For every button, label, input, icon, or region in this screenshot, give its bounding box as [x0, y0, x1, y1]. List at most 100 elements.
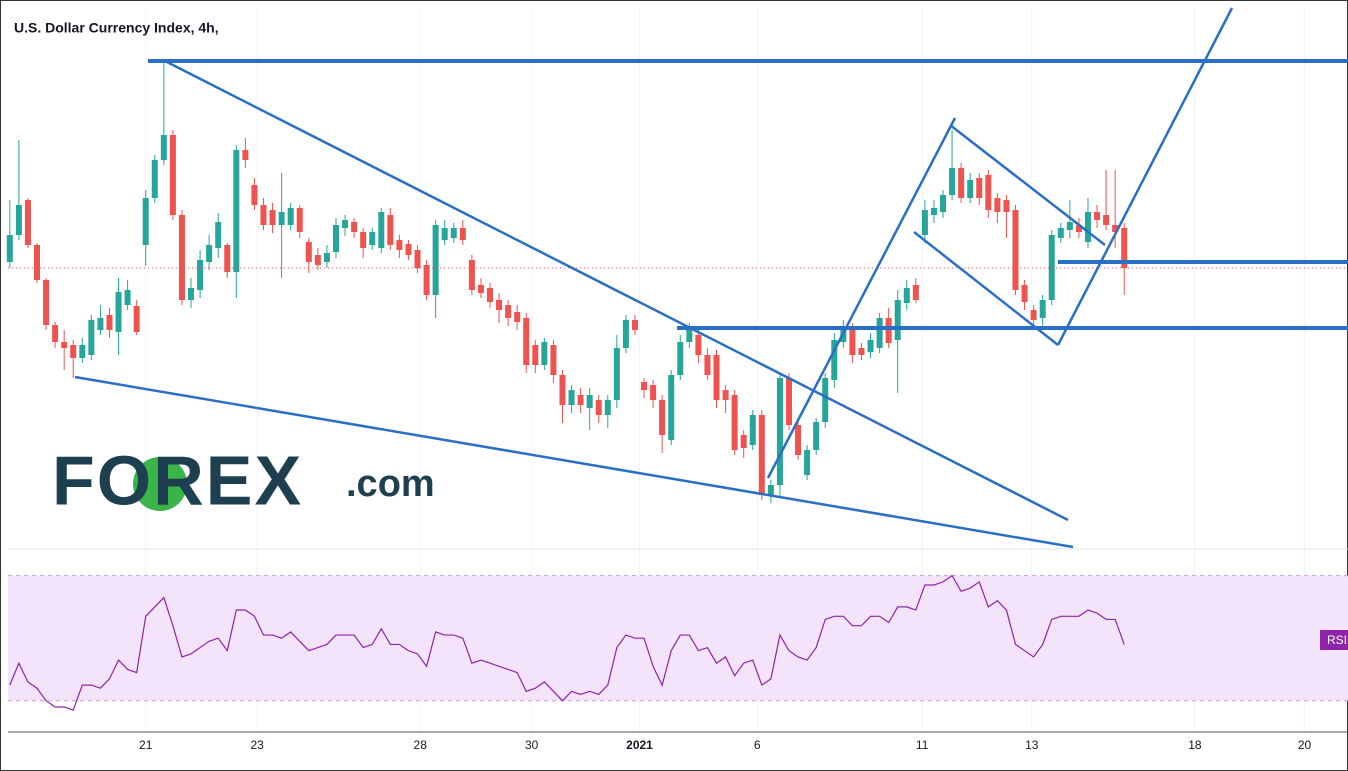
candle-body [387, 215, 394, 245]
rsi-line [9, 574, 1125, 711]
candle-body [178, 215, 185, 300]
candle-body [831, 340, 838, 380]
candle-body [1084, 212, 1091, 242]
candle-body [260, 205, 267, 225]
candle-body [323, 253, 330, 262]
candle-body [224, 245, 231, 272]
x-tick-label: 23 [250, 738, 264, 752]
candle-body [251, 185, 258, 205]
x-tick-label: 30 [525, 738, 539, 752]
candle-body [967, 180, 974, 198]
candle-body [106, 315, 113, 330]
candle-body [1039, 300, 1046, 318]
candle-body [722, 390, 729, 400]
candle-body [414, 250, 421, 268]
candle-body [269, 210, 276, 225]
candle-body [604, 400, 611, 415]
candle-body [622, 320, 629, 348]
channel-line [766, 117, 957, 479]
candle-body [278, 212, 285, 225]
drawings [74, 7, 1348, 549]
candle-body [314, 255, 321, 265]
candle-body [1075, 225, 1082, 232]
candle-body [351, 222, 358, 232]
x-tick-label: 13 [1025, 738, 1039, 752]
candle-body [188, 288, 195, 300]
channel-line [913, 231, 1059, 346]
candle-body [97, 318, 104, 330]
candle-body [994, 198, 1001, 212]
candle-body [360, 232, 367, 248]
candle-body [586, 395, 593, 408]
candle-body [1121, 228, 1128, 268]
candle-body [595, 400, 602, 415]
candle-body [822, 378, 829, 422]
candle-body [169, 135, 176, 215]
candle-body [541, 342, 548, 365]
candle-body [677, 342, 684, 375]
candle-body [33, 245, 40, 280]
candle-body [423, 265, 430, 295]
rsi-label-box [1320, 630, 1348, 650]
candle-body [43, 280, 50, 325]
candle-body [641, 382, 648, 390]
candle-body [704, 355, 711, 375]
rsi-label: RSI [1327, 633, 1347, 647]
x-tick-label: 2021 [626, 738, 653, 752]
candle-body [695, 335, 702, 355]
candle-body [396, 240, 403, 250]
rsi-pane: RSI [8, 574, 1348, 711]
candle-body [713, 355, 720, 400]
candle-body [287, 208, 294, 225]
candle-body [52, 325, 59, 342]
candle-body [477, 285, 484, 293]
candle-body [930, 208, 937, 215]
candle-body [804, 450, 811, 475]
candle-body [142, 198, 149, 245]
candle-body [1103, 215, 1110, 225]
candle-body [894, 300, 901, 340]
candle-body [405, 244, 412, 255]
candle-body [912, 285, 919, 300]
candles [6, 61, 1348, 503]
candle-body [487, 288, 494, 302]
candle-body [867, 340, 874, 352]
candle-body [731, 395, 738, 450]
x-tick-label: 11 [916, 738, 929, 752]
candle-body [523, 318, 530, 365]
candle-body [1048, 235, 1055, 300]
candle-body [296, 208, 303, 232]
candle-body [88, 320, 95, 355]
candle-body [233, 150, 240, 272]
candle-body [305, 242, 312, 262]
channel-line [1056, 7, 1234, 346]
candle-body [441, 228, 448, 240]
candle-body [650, 385, 657, 400]
candle-body [958, 168, 965, 198]
candle-body [858, 348, 865, 355]
candle-body [15, 205, 22, 235]
candle-body [124, 290, 131, 305]
x-tick-label: 20 [1298, 738, 1312, 752]
candle-body [332, 225, 339, 252]
logo-circle [133, 457, 187, 511]
candle-body [206, 245, 213, 262]
candle-body [6, 235, 13, 262]
candle-body [70, 345, 77, 358]
candle-body [342, 220, 349, 228]
candle-body [432, 225, 439, 295]
candle-body [940, 195, 947, 212]
candle-body [813, 422, 820, 450]
candle-body [740, 435, 747, 448]
logo-name: FOREX [52, 441, 303, 519]
x-tick-label: 21 [139, 738, 153, 752]
candle-body [686, 328, 693, 342]
candle-body [849, 328, 856, 355]
channel-line [949, 124, 1106, 246]
candle-body [496, 300, 503, 310]
candle-body [885, 318, 892, 343]
candle-body [1112, 225, 1119, 232]
candle-body [160, 135, 167, 160]
candle-body [532, 345, 539, 365]
